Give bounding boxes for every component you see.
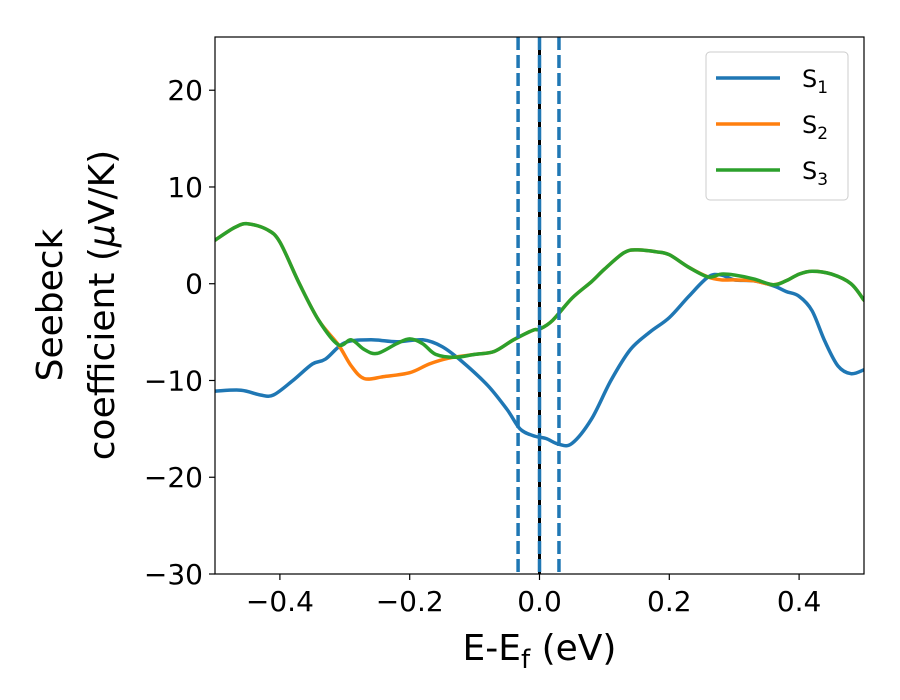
y-tick-label: 10 <box>167 171 203 204</box>
y-tick-label: −10 <box>144 364 203 397</box>
y-axis-title: Seebeck coefficient (μV/K) <box>30 150 123 460</box>
x-axis-title: E-Ef (eV) <box>463 628 617 675</box>
legend-label-s3: S3 <box>802 157 828 190</box>
legend-label-s2: S2 <box>802 111 828 144</box>
legend-box <box>705 51 849 201</box>
x-axis: −0.4 −0.2 0.0 0.2 0.4 <box>246 574 821 618</box>
y-tick-label: −30 <box>144 558 203 591</box>
y-axis: −30 −20 −10 0 10 20 <box>144 74 215 591</box>
vertical-markers <box>516 37 561 574</box>
legend: S1 S2 S3 <box>705 51 849 201</box>
series-line-s1 <box>215 272 864 448</box>
y-tick-label: −20 <box>144 461 203 494</box>
legend-label-s1: S1 <box>802 65 828 98</box>
x-tick-label: −0.2 <box>376 585 444 618</box>
y-tick-label: 20 <box>167 74 203 107</box>
x-tick-label: 0.2 <box>647 585 692 618</box>
x-tick-label: 0.4 <box>777 585 822 618</box>
x-tick-label: −0.4 <box>246 585 314 618</box>
y-axis-title-line1: Seebeck <box>30 228 71 381</box>
x-tick-label: 0.0 <box>517 585 562 618</box>
y-axis-title-line2: coefficient (μV/K) <box>82 150 123 460</box>
y-tick-label: 0 <box>185 268 203 301</box>
